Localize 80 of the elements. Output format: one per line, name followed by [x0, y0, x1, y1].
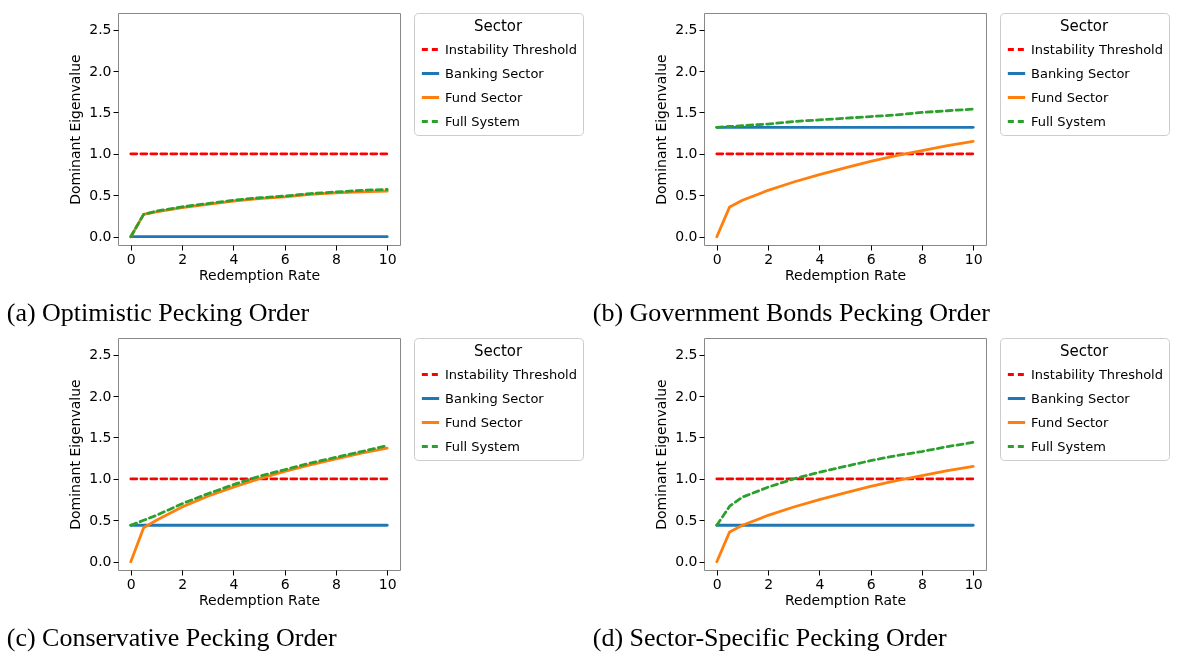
y-tick-label: 0.0 — [675, 228, 698, 245]
x-tick-label: 10 — [378, 250, 397, 267]
y-axis-title: Dominant Eigenvalue — [67, 54, 84, 205]
y-axis-title: Dominant Eigenvalue — [653, 379, 670, 530]
legend-label: Instability Threshold — [445, 41, 577, 57]
legend-label: Fund Sector — [445, 414, 524, 430]
x-axis-title: Redemption Rate — [784, 266, 907, 283]
x-tick-label: 8 — [331, 575, 341, 592]
legend-title: Sector — [473, 342, 523, 360]
legend-title: Sector — [1059, 342, 1109, 360]
y-tick-label: 1.0 — [89, 470, 112, 487]
x-tick-label: 10 — [378, 575, 397, 592]
x-tick-label: 0 — [712, 575, 722, 592]
text: (c) Conservative Pecking Order — [6, 623, 338, 652]
legend-label: Instability Threshold — [1031, 366, 1163, 382]
legend-label: Full System — [1031, 438, 1106, 454]
y-tick-label: 2.5 — [675, 21, 698, 38]
x-tick-label: 8 — [331, 250, 341, 267]
y-tick-label: 0.5 — [675, 511, 698, 528]
y-tick-label: 2.0 — [675, 62, 698, 79]
x-tick-label: 0 — [712, 250, 722, 267]
x-tick-label: 4 — [229, 250, 239, 267]
y-tick-label: 1.0 — [675, 145, 698, 162]
legend-label: Banking Sector — [1031, 390, 1131, 406]
legend-label: Fund Sector — [1031, 414, 1110, 430]
text: (a) Optimistic Pecking Order — [6, 298, 310, 327]
y-tick-label: 1.5 — [675, 103, 698, 120]
x-tick-label: 8 — [917, 250, 927, 267]
y-tick-label: 1.5 — [89, 428, 112, 445]
y-tick-label: 0.5 — [89, 511, 112, 528]
legend-label: Full System — [445, 438, 520, 454]
x-tick-label: 10 — [964, 250, 983, 267]
y-tick-label: 1.5 — [89, 103, 112, 120]
x-tick-label: 6 — [866, 250, 876, 267]
y-tick-label: 2.0 — [675, 387, 698, 404]
legend-label: Instability Threshold — [445, 366, 577, 382]
y-tick-label: 2.5 — [89, 21, 112, 38]
text: (d) Sector-Specific Pecking Order — [592, 623, 948, 652]
y-axis-title: Dominant Eigenvalue — [67, 379, 84, 530]
x-tick-label: 10 — [964, 575, 983, 592]
y-tick-label: 2.5 — [89, 346, 112, 363]
legend-label: Banking Sector — [1031, 65, 1131, 81]
y-tick-label: 2.0 — [89, 62, 112, 79]
x-tick-label: 0 — [126, 250, 136, 267]
x-tick-label: 4 — [815, 250, 825, 267]
x-axis-title: Redemption Rate — [198, 266, 321, 283]
x-tick-label: 6 — [866, 575, 876, 592]
x-tick-label: 4 — [815, 575, 825, 592]
y-tick-label: 1.0 — [675, 470, 698, 487]
y-tick-label: 2.5 — [675, 346, 698, 363]
x-axis-title: Redemption Rate — [784, 591, 907, 608]
y-tick-label: 0.0 — [675, 553, 698, 570]
legend-label: Full System — [445, 113, 520, 129]
y-tick-label: 1.5 — [675, 428, 698, 445]
legend-label: Full System — [1031, 113, 1106, 129]
y-axis-title: Dominant Eigenvalue — [653, 54, 670, 205]
legend-title: Sector — [1059, 17, 1109, 35]
x-tick-label: 6 — [280, 250, 290, 267]
legend-label: Instability Threshold — [1031, 41, 1163, 57]
legend-label: Fund Sector — [1031, 89, 1110, 105]
y-tick-label: 0.0 — [89, 228, 112, 245]
x-axis-title: Redemption Rate — [198, 591, 321, 608]
y-tick-label: 2.0 — [89, 387, 112, 404]
x-tick-label: 2 — [764, 250, 774, 267]
x-tick-label: 6 — [280, 575, 290, 592]
x-tick-label: 2 — [178, 575, 188, 592]
legend-label: Fund Sector — [445, 89, 524, 105]
x-tick-label: 4 — [229, 575, 239, 592]
text: (b) Government Bonds Pecking Order — [592, 298, 991, 327]
legend-label: Banking Sector — [445, 65, 545, 81]
x-tick-label: 0 — [126, 575, 136, 592]
y-tick-label: 1.0 — [89, 145, 112, 162]
x-tick-label: 2 — [764, 575, 774, 592]
y-tick-label: 0.5 — [675, 186, 698, 203]
x-tick-label: 2 — [178, 250, 188, 267]
legend-title: Sector — [473, 17, 523, 35]
y-tick-label: 0.0 — [89, 553, 112, 570]
y-tick-label: 0.5 — [89, 186, 112, 203]
x-tick-label: 8 — [917, 575, 927, 592]
legend-label: Banking Sector — [445, 390, 545, 406]
